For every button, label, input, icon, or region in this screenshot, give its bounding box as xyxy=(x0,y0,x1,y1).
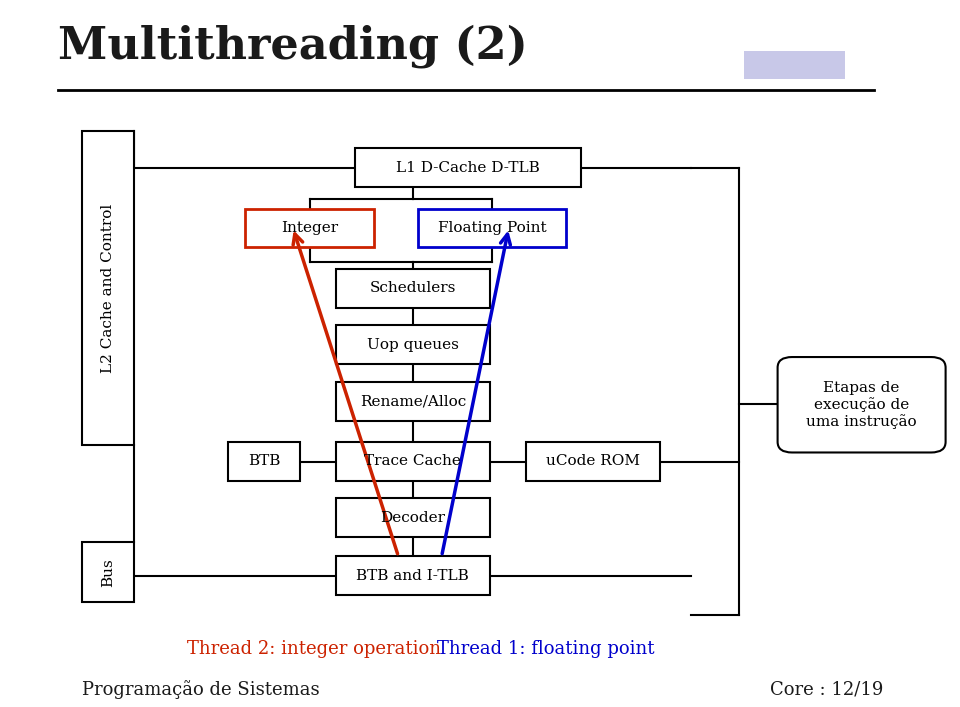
Text: L1 D-Cache D-TLB: L1 D-Cache D-TLB xyxy=(396,161,540,175)
FancyBboxPatch shape xyxy=(526,442,660,481)
Text: uCode ROM: uCode ROM xyxy=(546,455,640,468)
FancyBboxPatch shape xyxy=(336,325,490,364)
Text: Uop queues: Uop queues xyxy=(367,338,459,351)
FancyBboxPatch shape xyxy=(336,382,490,421)
Text: Trace Cache: Trace Cache xyxy=(365,455,461,468)
Text: BTB: BTB xyxy=(249,455,280,468)
Text: Rename/Alloc: Rename/Alloc xyxy=(360,395,466,408)
Text: Multithreading (2): Multithreading (2) xyxy=(58,24,527,68)
FancyBboxPatch shape xyxy=(245,209,374,247)
Text: BTB and I-TLB: BTB and I-TLB xyxy=(356,569,469,583)
Text: L2 Cache and Control: L2 Cache and Control xyxy=(101,204,115,373)
FancyBboxPatch shape xyxy=(336,498,490,537)
Text: Schedulers: Schedulers xyxy=(370,281,456,295)
FancyBboxPatch shape xyxy=(82,542,134,602)
Text: Floating Point: Floating Point xyxy=(438,221,546,235)
Text: Thread 2: integer operation: Thread 2: integer operation xyxy=(187,640,442,658)
Text: Core : 12/19: Core : 12/19 xyxy=(770,680,883,699)
Text: Decoder: Decoder xyxy=(380,511,445,525)
FancyBboxPatch shape xyxy=(418,209,566,247)
FancyBboxPatch shape xyxy=(778,357,946,452)
Text: Thread 1: floating point: Thread 1: floating point xyxy=(437,640,655,658)
FancyBboxPatch shape xyxy=(336,556,490,595)
FancyBboxPatch shape xyxy=(336,442,490,481)
FancyBboxPatch shape xyxy=(228,442,300,481)
FancyBboxPatch shape xyxy=(355,148,581,187)
Text: Integer: Integer xyxy=(281,221,338,235)
FancyBboxPatch shape xyxy=(336,269,490,308)
Text: Programação de Sistemas: Programação de Sistemas xyxy=(82,680,320,699)
Text: Bus: Bus xyxy=(101,558,115,587)
FancyBboxPatch shape xyxy=(744,51,845,79)
Text: Etapas de
execução de
uma instrução: Etapas de execução de uma instrução xyxy=(806,380,917,429)
FancyBboxPatch shape xyxy=(82,131,134,445)
